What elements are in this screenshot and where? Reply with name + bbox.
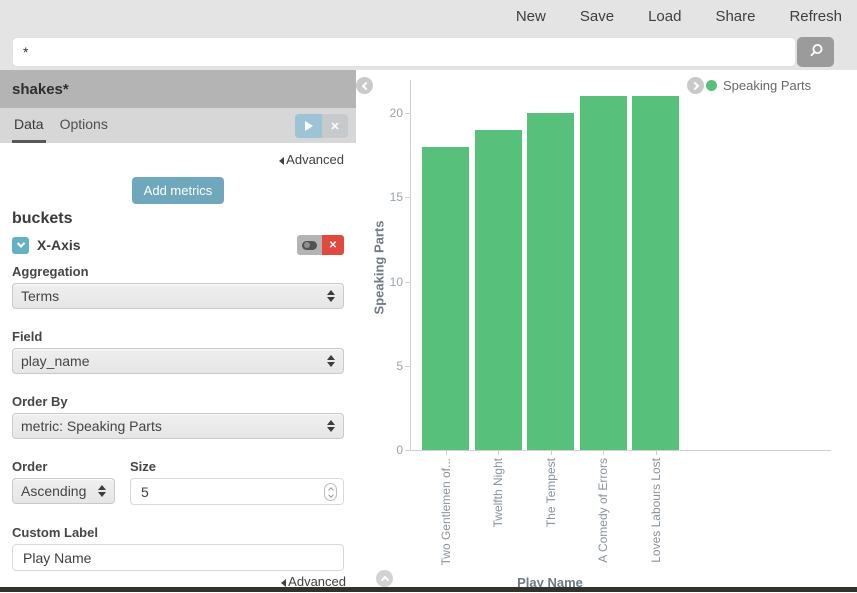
bucket-advanced-row: Advanced — [281, 573, 346, 591]
y-tick-label: 20 — [389, 106, 403, 120]
legend-label: Speaking Parts — [723, 78, 812, 93]
vis-editor-form: Advanced Add metrics buckets X-Axis ✕ — [0, 151, 356, 571]
chevron-right-icon — [690, 81, 699, 90]
buckets-heading: buckets — [12, 210, 73, 227]
add-metrics-button[interactable]: Add metrics — [131, 177, 225, 204]
y-tick-mark — [405, 281, 410, 283]
x-tick-label: Two Gentlemen of... — [438, 458, 453, 566]
order-label: Order — [12, 459, 48, 474]
y-tick-label: 5 — [396, 358, 403, 373]
legend-toggle-button[interactable] — [687, 77, 704, 94]
index-pattern-title: shakes* — [12, 80, 69, 98]
top-navigation: New Save Load Share Refresh — [0, 0, 857, 33]
legend-item[interactable]: Speaking Parts — [706, 78, 811, 93]
bar-3[interactable] — [527, 113, 574, 450]
triangle-left-icon — [279, 157, 285, 165]
x-tick-mark — [445, 450, 447, 455]
y-axis-line — [410, 80, 411, 451]
query-bar — [0, 33, 857, 70]
x-tick-label: Twelfth Night — [491, 458, 505, 528]
bucket-remove-button[interactable]: ✕ — [322, 235, 344, 255]
x-axis-title: Play Name — [517, 575, 583, 590]
x-axis-line — [410, 450, 831, 451]
tab-data[interactable]: Data — [12, 108, 46, 143]
spy-panel-edge[interactable] — [0, 587, 857, 592]
x-tick-label: Loves Labours Lost — [648, 458, 663, 563]
nav-share[interactable]: Share — [715, 8, 756, 25]
field-label: Field — [12, 329, 43, 344]
bucket-disable-button[interactable] — [297, 235, 322, 255]
nav-load[interactable]: Load — [648, 8, 682, 25]
x-tick-mark — [603, 450, 604, 455]
y-tick-mark — [405, 450, 410, 451]
index-pattern-header: shakes* — [0, 70, 356, 108]
select-arrows-icon — [327, 290, 335, 302]
y-tick-label: 10 — [389, 274, 403, 289]
triangle-left-icon — [281, 579, 287, 587]
sidebar-action-buttons: ✕ — [295, 114, 348, 138]
number-stepper-icon[interactable] — [324, 483, 337, 501]
size-input[interactable] — [130, 478, 344, 505]
order-select[interactable]: Ascending — [12, 478, 115, 504]
order-by-select[interactable]: metric: Speaking Parts — [12, 413, 344, 439]
y-tick-label: 0 — [396, 443, 403, 457]
select-arrows-icon — [98, 485, 106, 497]
tab-options[interactable]: Options — [59, 116, 108, 132]
size-label: Size — [130, 459, 157, 474]
metrics-advanced-row: Advanced — [12, 151, 344, 169]
x-tick-mark — [550, 450, 552, 455]
vis-editor-sidebar: shakes* Data Options ✕ Advanced Add metr… — [0, 70, 356, 593]
nav-new[interactable]: New — [515, 8, 546, 25]
aggregation-label: Aggregation — [12, 264, 89, 279]
advanced-toggle-bottom[interactable]: Advanced — [281, 574, 346, 589]
panel-collapse-button[interactable] — [376, 570, 393, 587]
query-search-button[interactable] — [797, 37, 834, 67]
chevron-up-icon — [380, 575, 389, 584]
bar-5[interactable] — [632, 96, 679, 450]
play-icon — [304, 121, 313, 131]
close-icon: ✕ — [328, 239, 338, 251]
x-tick-label: The Tempest — [543, 458, 558, 528]
bucket-buttons: ✕ — [297, 235, 344, 255]
chevron-left-icon — [361, 81, 370, 90]
sidebar-tabbar: Data Options ✕ — [0, 108, 356, 143]
search-icon — [808, 43, 824, 62]
y-tick-mark — [405, 113, 410, 114]
nav-refresh[interactable]: Refresh — [789, 8, 842, 25]
bucket-name: X-Axis — [37, 237, 81, 253]
bucket-collapse-button[interactable] — [12, 236, 29, 254]
toggle-icon — [302, 240, 317, 250]
nav-save[interactable]: Save — [579, 8, 615, 25]
apply-changes-button[interactable] — [295, 114, 322, 138]
bucket-xaxis-row: X-Axis ✕ — [12, 235, 344, 255]
select-arrows-icon — [327, 355, 335, 367]
close-icon: ✕ — [330, 120, 340, 133]
discard-changes-button[interactable]: ✕ — [322, 114, 348, 138]
advanced-toggle-top[interactable]: Advanced — [279, 152, 344, 167]
y-axis-title: Speaking Parts — [371, 220, 387, 315]
aggregation-select[interactable]: Terms — [12, 283, 344, 309]
visualization-canvas: Speaking Parts Speaking Parts Play Name … — [356, 70, 857, 593]
custom-label-label: Custom Label — [12, 525, 98, 540]
custom-label-input[interactable] — [12, 544, 344, 571]
x-tick-mark — [655, 450, 657, 455]
order-by-label: Order By — [12, 394, 68, 409]
legend-swatch — [706, 80, 717, 91]
sidebar-collapse-button[interactable] — [356, 77, 373, 94]
y-tick-label: 15 — [389, 190, 403, 205]
field-select[interactable]: play_name — [12, 348, 344, 374]
x-tick-label: A Comedy of Errors — [596, 458, 610, 563]
bar-4[interactable] — [579, 96, 627, 450]
bar-1[interactable] — [422, 146, 469, 450]
select-arrows-icon — [327, 420, 335, 432]
bar-2[interactable] — [474, 129, 522, 450]
chevron-down-icon — [16, 239, 25, 248]
query-input[interactable] — [12, 37, 796, 67]
y-tick-mark — [405, 365, 410, 367]
x-tick-mark — [498, 450, 499, 455]
y-tick-mark — [405, 197, 410, 199]
